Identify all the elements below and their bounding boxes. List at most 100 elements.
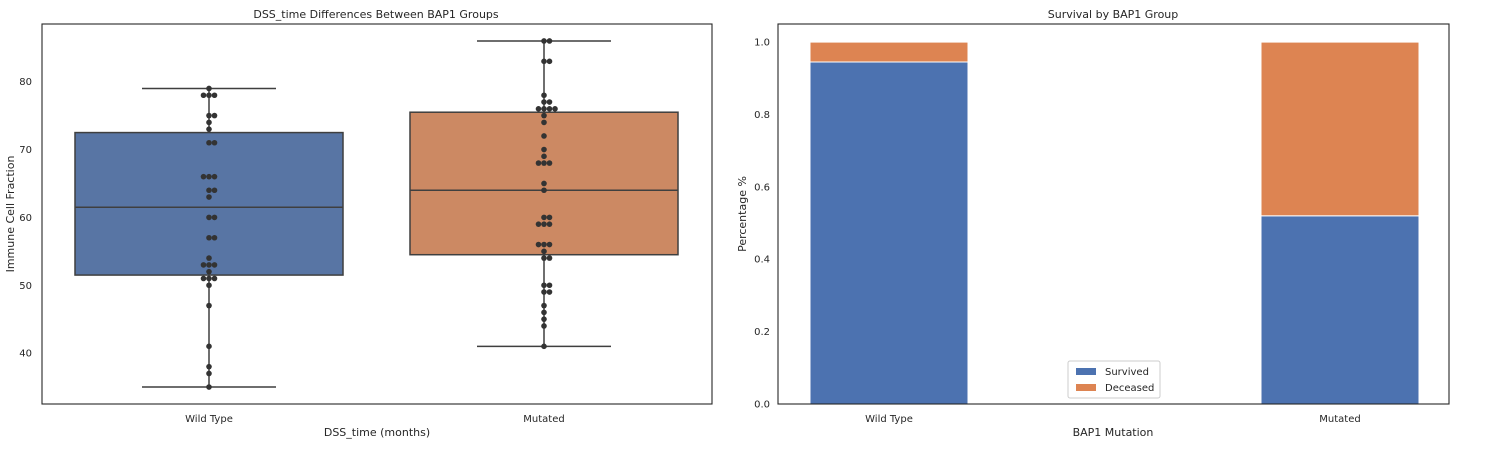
swarm-point: [211, 234, 218, 241]
swarm-point: [541, 241, 547, 248]
swarm-point: [546, 106, 553, 112]
swarm-point: [211, 187, 218, 194]
swarm-point: [541, 146, 547, 153]
swarm-point: [541, 180, 547, 187]
bar-survived-mutated: [1260, 215, 1420, 405]
swarm-point: [552, 106, 558, 112]
bar-axes-frame: [777, 23, 1450, 405]
swarm-point: [211, 173, 218, 180]
boxplot-title: DSS_time Differences Between BAP1 Groups: [253, 8, 499, 21]
swarm-point: [541, 214, 547, 221]
swarm-point: [546, 214, 553, 221]
boxplot-x-axis-label: DSS_time (months): [324, 426, 430, 439]
swarm-point: [206, 187, 212, 194]
bar-y-tick-label: 0.6: [754, 182, 770, 193]
bar-deceased-mutated: [1260, 41, 1420, 217]
swarm-point: [546, 289, 553, 295]
swarm-point: [541, 160, 547, 166]
swarm-point: [211, 112, 218, 119]
swarm-point: [541, 309, 547, 316]
swarm-point: [541, 316, 547, 322]
bar-y-tick-label: 0.2: [754, 327, 770, 338]
legend-label-survived: Survived: [1105, 367, 1149, 378]
swarm-point: [535, 106, 542, 112]
swarm-point: [200, 173, 207, 180]
swarm-point: [211, 92, 218, 99]
swarm-point: [206, 173, 212, 180]
swarm-point: [541, 106, 547, 112]
boxplot-y-tick-label: 60: [19, 213, 32, 224]
boxplot-y-axis-label: Immune Cell Fraction: [4, 156, 17, 273]
swarm-point: [546, 221, 553, 227]
boxplot-x-tick-label: Wild Type: [185, 414, 233, 425]
bar-survived-wild-type: [809, 61, 969, 405]
swarm-point: [211, 139, 218, 146]
swarm-point: [541, 282, 547, 289]
swarm-point: [206, 275, 212, 282]
swarm-point: [535, 221, 542, 227]
swarm-point: [541, 133, 547, 139]
swarm-point: [541, 38, 547, 44]
stacked-bar-chart: Survival by BAP1 Group Wild Type Mutated 0…: [736, 8, 1450, 439]
swarm-point: [206, 126, 212, 132]
swarm-point: [206, 85, 212, 92]
swarm-point: [541, 302, 547, 309]
swarm-point: [206, 363, 212, 370]
bar-y-tick-label: 1.0: [754, 38, 770, 49]
legend-swatch-deceased: [1076, 384, 1096, 391]
swarm-point: [206, 262, 212, 268]
swarm-point: [206, 119, 212, 126]
boxplot-chart: DSS_time Differences Between BAP1 Groups…: [4, 8, 713, 439]
bar-plot-area: Wild Type Mutated 0.0 0.2 0.4 0.6 0.8 1.0: [754, 38, 1420, 425]
swarm-point: [206, 268, 212, 275]
swarm-point: [211, 214, 218, 221]
boxplot-axes-frame: [41, 23, 713, 405]
bar-y-tick-label: 0.4: [754, 255, 770, 266]
legend-swatch-survived: [1076, 368, 1096, 375]
swarm-point: [541, 99, 547, 105]
bar-legend: Survived Deceased: [1067, 360, 1161, 399]
boxplot-y-tick-label: 80: [19, 77, 32, 88]
swarm-point: [200, 275, 207, 282]
swarm-point: [206, 370, 212, 377]
swarm-point: [206, 384, 212, 390]
bar-y-axis-label: Percentage %: [736, 176, 749, 252]
swarm-point: [535, 241, 542, 248]
bar-deceased-wild-type: [809, 41, 969, 63]
bar-y-tick-label: 0.0: [754, 400, 770, 411]
swarm-point: [546, 241, 553, 248]
swarm-point: [206, 92, 212, 99]
swarm-point: [541, 153, 547, 160]
boxplot-y-tick-label: 50: [19, 281, 32, 292]
swarm-point: [541, 248, 547, 255]
swarm-point: [541, 255, 547, 261]
bar-y-tick-label: 0.8: [754, 110, 770, 121]
boxplot-y-tick-label: 40: [19, 349, 32, 360]
boxplot-plot-area: Wild Type Mutated 40 50 60 70 80: [19, 38, 679, 425]
swarm-point: [206, 282, 212, 289]
boxplot-y-tick-label: 70: [19, 145, 32, 156]
swarm-point: [206, 302, 212, 309]
swarm-point: [541, 289, 547, 295]
swarm-point: [546, 160, 553, 166]
swarm-point: [206, 343, 212, 350]
swarm-point: [546, 99, 553, 105]
swarm-point: [546, 38, 553, 44]
box-wild-type: [74, 131, 344, 276]
swarm-point: [541, 112, 547, 119]
swarm-point: [546, 58, 553, 65]
swarm-point: [206, 139, 212, 146]
bar-x-tick-label: Mutated: [1319, 414, 1360, 425]
legend-label-deceased: Deceased: [1105, 383, 1154, 394]
swarm-point: [541, 343, 547, 350]
swarm-point: [200, 262, 207, 268]
swarm-point: [541, 323, 547, 329]
swarm-point: [206, 214, 212, 221]
bar-title: Survival by BAP1 Group: [1048, 8, 1179, 21]
swarm-point: [206, 255, 212, 261]
swarm-point: [541, 92, 547, 99]
swarm-point: [541, 221, 547, 227]
swarm-point: [535, 160, 542, 166]
swarm-point: [206, 194, 212, 200]
